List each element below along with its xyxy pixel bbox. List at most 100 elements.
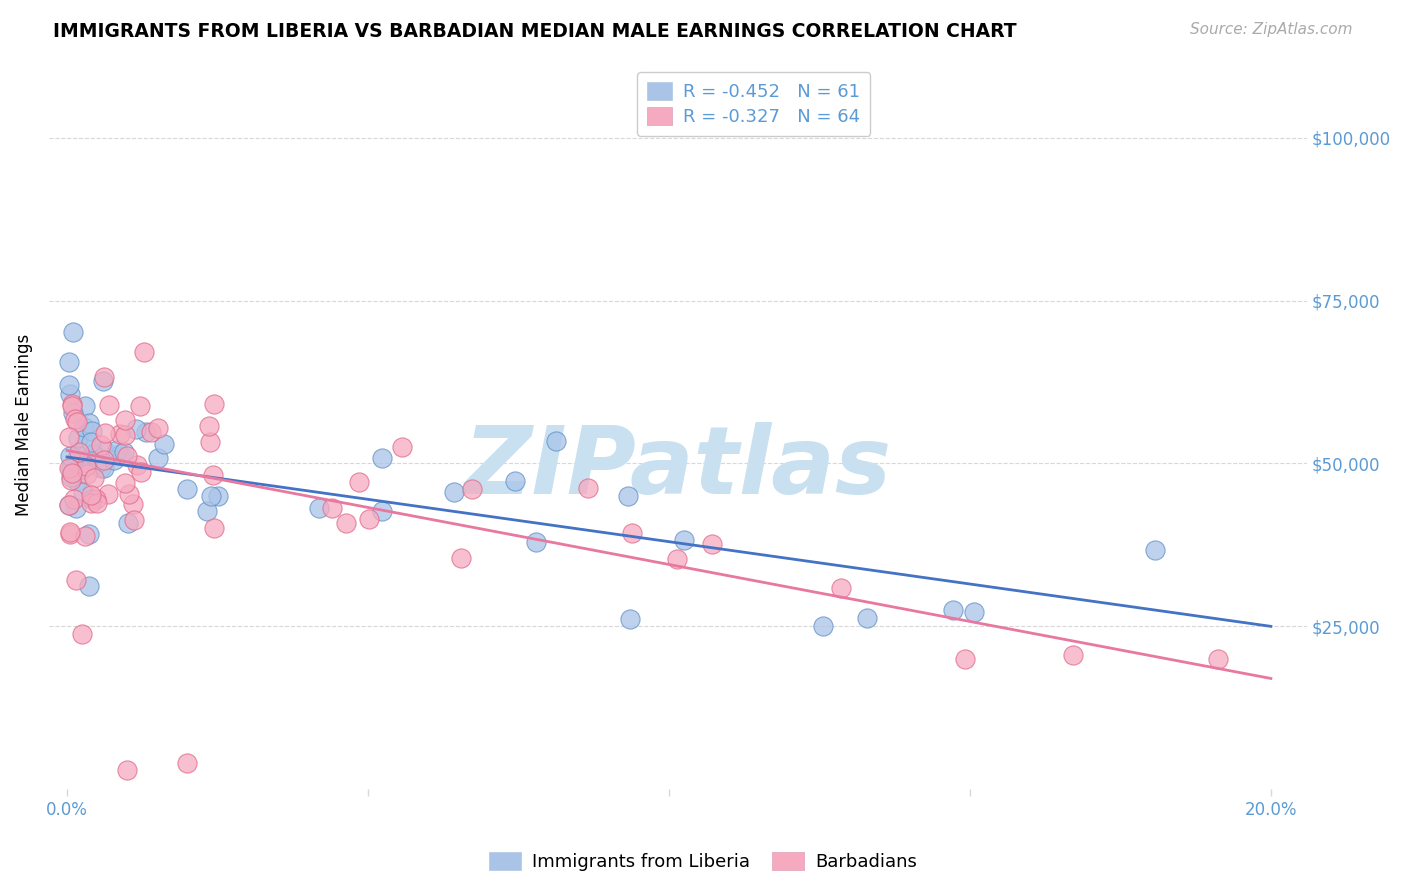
Point [80, 496, 103, 510]
Point [87, 453, 110, 467]
Point [58, 430, 80, 444]
Point [953, 652, 976, 666]
Point [66, 415, 89, 429]
Point [129, 466, 152, 480]
Point [576, 481, 599, 495]
Point [139, 425, 162, 440]
Point [59, 524, 82, 539]
Point [93, 442, 115, 457]
Point [90, 461, 112, 475]
Point [176, 482, 198, 496]
Point [963, 605, 986, 619]
Point [128, 399, 150, 413]
Point [114, 413, 136, 427]
Legend: R = -0.452   N = 61, R = -0.327   N = 64: R = -0.452 N = 61, R = -0.327 N = 64 [637, 72, 870, 136]
Point [84, 491, 107, 506]
Point [942, 603, 965, 617]
Text: Source: ZipAtlas.com: Source: ZipAtlas.com [1189, 22, 1353, 37]
Point [66, 431, 89, 445]
Point [830, 581, 852, 595]
Point [63, 492, 86, 507]
Point [198, 419, 221, 434]
Point [503, 474, 526, 488]
Point [58, 377, 80, 392]
Point [335, 516, 357, 530]
Point [67, 445, 90, 459]
Point [152, 437, 174, 451]
Point [65, 500, 87, 515]
Point [77, 416, 100, 430]
Point [359, 511, 381, 525]
Point [59, 386, 82, 401]
Point [1062, 648, 1084, 662]
Point [86, 457, 108, 471]
Text: IMMIGRANTS FROM LIBERIA VS BARBADIAN MEDIAN MALE EARNINGS CORRELATION CHART: IMMIGRANTS FROM LIBERIA VS BARBADIAN MED… [53, 22, 1017, 41]
Point [195, 504, 218, 518]
Point [117, 516, 139, 530]
Point [112, 445, 135, 459]
Point [108, 426, 131, 441]
Point [524, 535, 547, 549]
Point [114, 476, 136, 491]
Y-axis label: Median Male Earnings: Median Male Earnings [15, 334, 32, 516]
Point [666, 551, 689, 566]
Point [617, 489, 640, 503]
Point [80, 434, 103, 449]
Point [105, 442, 128, 457]
Point [58, 460, 80, 475]
Point [132, 344, 155, 359]
Point [127, 458, 149, 473]
Point [73, 420, 96, 434]
Point [67, 448, 90, 462]
Point [125, 422, 148, 436]
Point [97, 486, 120, 500]
Point [77, 579, 100, 593]
Point [619, 612, 641, 626]
Point [59, 527, 82, 541]
Point [65, 573, 87, 587]
Text: ZIPatlas: ZIPatlas [464, 422, 891, 514]
Point [321, 500, 343, 515]
Point [90, 438, 112, 452]
Point [443, 485, 465, 500]
Point [202, 397, 225, 411]
Point [80, 488, 103, 502]
Point [308, 500, 330, 515]
Point [59, 469, 82, 483]
Point [70, 462, 93, 476]
Point [115, 763, 138, 777]
Point [82, 491, 104, 506]
Point [124, 513, 146, 527]
Point [146, 451, 169, 466]
Point [59, 450, 82, 464]
Point [93, 375, 115, 389]
Point [62, 325, 84, 339]
Point [80, 424, 103, 438]
Point [546, 434, 568, 448]
Point [118, 487, 141, 501]
Point [450, 550, 472, 565]
Point [135, 425, 157, 439]
Point [93, 453, 115, 467]
Point [76, 467, 98, 481]
Legend: Immigrants from Liberia, Barbadians: Immigrants from Liberia, Barbadians [482, 846, 924, 879]
Point [347, 475, 370, 490]
Point [73, 435, 96, 450]
Point [621, 525, 644, 540]
Point [1144, 543, 1167, 558]
Point [73, 399, 96, 413]
Point [93, 425, 115, 440]
Point [60, 461, 83, 475]
Point [72, 485, 94, 500]
Point [811, 619, 834, 633]
Point [63, 461, 86, 475]
Point [121, 497, 143, 511]
Point [391, 440, 413, 454]
Point [117, 449, 139, 463]
Point [856, 611, 879, 625]
Point [93, 461, 115, 475]
Point [60, 396, 83, 410]
Point [60, 466, 83, 480]
Point [93, 370, 115, 384]
Point [1206, 652, 1229, 666]
